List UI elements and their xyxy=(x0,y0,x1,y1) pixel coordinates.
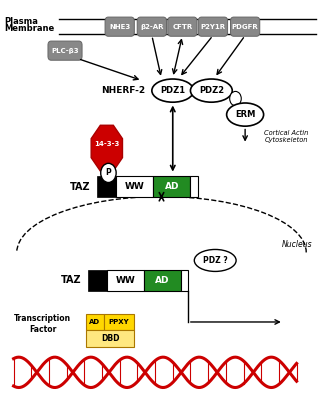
Text: Nucleus: Nucleus xyxy=(282,240,313,249)
Text: WW: WW xyxy=(115,276,135,285)
Circle shape xyxy=(230,91,241,106)
Text: PDGFR: PDGFR xyxy=(232,24,258,30)
Bar xyxy=(153,176,191,197)
Bar xyxy=(86,330,134,347)
Bar xyxy=(191,176,198,197)
Text: P2Y1R: P2Y1R xyxy=(200,24,225,30)
Text: PPXY: PPXY xyxy=(109,319,129,325)
Text: NHERF-2: NHERF-2 xyxy=(101,86,145,95)
Text: AD: AD xyxy=(165,182,179,191)
Text: Membrane: Membrane xyxy=(4,24,54,33)
Text: Transcription
Factor: Transcription Factor xyxy=(14,314,71,334)
Text: 14-3-3: 14-3-3 xyxy=(94,141,120,147)
Text: DBD: DBD xyxy=(101,334,119,343)
Text: β2-AR: β2-AR xyxy=(140,24,164,30)
Text: CFTR: CFTR xyxy=(172,24,193,30)
Text: Plasma: Plasma xyxy=(4,16,38,26)
Bar xyxy=(88,270,107,291)
Circle shape xyxy=(101,163,116,182)
Bar xyxy=(144,270,181,291)
Text: PDZ1: PDZ1 xyxy=(160,86,185,95)
Text: NHE3: NHE3 xyxy=(109,24,130,30)
Text: TAZ: TAZ xyxy=(60,275,81,286)
Text: PDZ ?: PDZ ? xyxy=(203,256,228,265)
Text: ERM: ERM xyxy=(235,110,255,119)
Bar xyxy=(104,314,134,330)
Bar xyxy=(117,176,153,197)
Text: AD: AD xyxy=(155,276,170,285)
Text: TAZ: TAZ xyxy=(70,182,91,192)
Ellipse shape xyxy=(191,79,232,102)
FancyBboxPatch shape xyxy=(105,17,134,36)
Text: WW: WW xyxy=(125,182,145,191)
FancyBboxPatch shape xyxy=(231,17,260,36)
Text: PLC-β3: PLC-β3 xyxy=(51,48,79,54)
Ellipse shape xyxy=(227,103,264,126)
Ellipse shape xyxy=(194,249,236,271)
Bar xyxy=(86,314,104,330)
FancyBboxPatch shape xyxy=(198,17,228,36)
Ellipse shape xyxy=(152,79,194,102)
Polygon shape xyxy=(91,125,122,171)
FancyBboxPatch shape xyxy=(48,41,82,60)
Text: AD: AD xyxy=(89,319,100,325)
Text: PDZ2: PDZ2 xyxy=(199,86,224,95)
Bar xyxy=(181,270,188,291)
FancyBboxPatch shape xyxy=(137,17,166,36)
Text: P: P xyxy=(106,168,111,177)
Bar xyxy=(107,270,144,291)
Bar xyxy=(97,176,117,197)
FancyBboxPatch shape xyxy=(168,17,197,36)
Text: Cortical Actin
Cytoskeleton: Cortical Actin Cytoskeleton xyxy=(265,130,309,143)
